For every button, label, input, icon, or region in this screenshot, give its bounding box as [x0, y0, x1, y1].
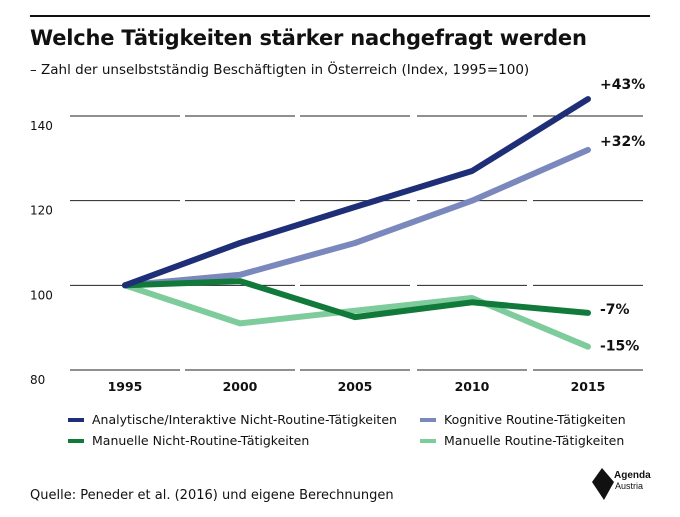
x-tick-label: 2010: [455, 379, 490, 394]
series-end-label: +43%: [600, 77, 645, 93]
legend-label: Manuelle Nicht-Routine-Tätigkeiten: [92, 433, 310, 448]
y-tick-label: 100: [30, 288, 53, 302]
top-rule: [30, 15, 650, 17]
legend-swatch: [420, 438, 436, 443]
agenda-austria-logo: Agenda Austria: [592, 468, 651, 500]
y-tick-label: 140: [30, 119, 53, 133]
y-tick-label: 120: [30, 204, 53, 218]
legend-item-manuelle-routine: Manuelle Routine-Tätigkeiten: [420, 433, 624, 448]
legend-swatch: [68, 417, 84, 422]
legend-label: Manuelle Routine-Tätigkeiten: [444, 433, 625, 448]
series-end-label: -15%: [600, 339, 639, 355]
series-end-label: +32%: [600, 134, 645, 150]
series-line-1: [122, 146, 591, 289]
x-tick-label: 1995: [108, 379, 143, 394]
legend-label: Kognitive Routine-Tätigkeiten: [444, 412, 626, 427]
legend-item-manuelle-nicht-routine: Manuelle Nicht-Routine-Tätigkeiten: [68, 433, 309, 448]
legend-item-analytische: Analytische/Interaktive Nicht-Routine-Tä…: [68, 412, 397, 427]
legend-item-kognitive: Kognitive Routine-Tätigkeiten: [420, 412, 626, 427]
series-line-3: [122, 282, 591, 350]
logo-mark-icon: [592, 468, 614, 500]
x-tick-label: 2015: [571, 379, 606, 394]
logo-text-line1: Agenda: [614, 470, 651, 481]
series-line-0: [122, 96, 591, 289]
logo-text-line2: Austria: [615, 481, 643, 491]
legend-label: Analytische/Interaktive Nicht-Routine-Tä…: [92, 412, 397, 427]
y-tick-label: 80: [30, 373, 45, 387]
series-end-label: -7%: [600, 302, 630, 318]
source-note: Quelle: Peneder et al. (2016) und eigene…: [30, 488, 394, 503]
x-tick-label: 2005: [338, 379, 373, 394]
series-line-2: [122, 278, 591, 321]
x-tick-label: 2000: [223, 379, 258, 394]
chart-subtitle: – Zahl der unselbstständig Beschäftigten…: [30, 62, 530, 78]
legend-swatch: [420, 417, 436, 422]
chart-title: Welche Tätigkeiten stärker nachgefragt w…: [30, 26, 587, 50]
legend-swatch: [68, 438, 84, 443]
